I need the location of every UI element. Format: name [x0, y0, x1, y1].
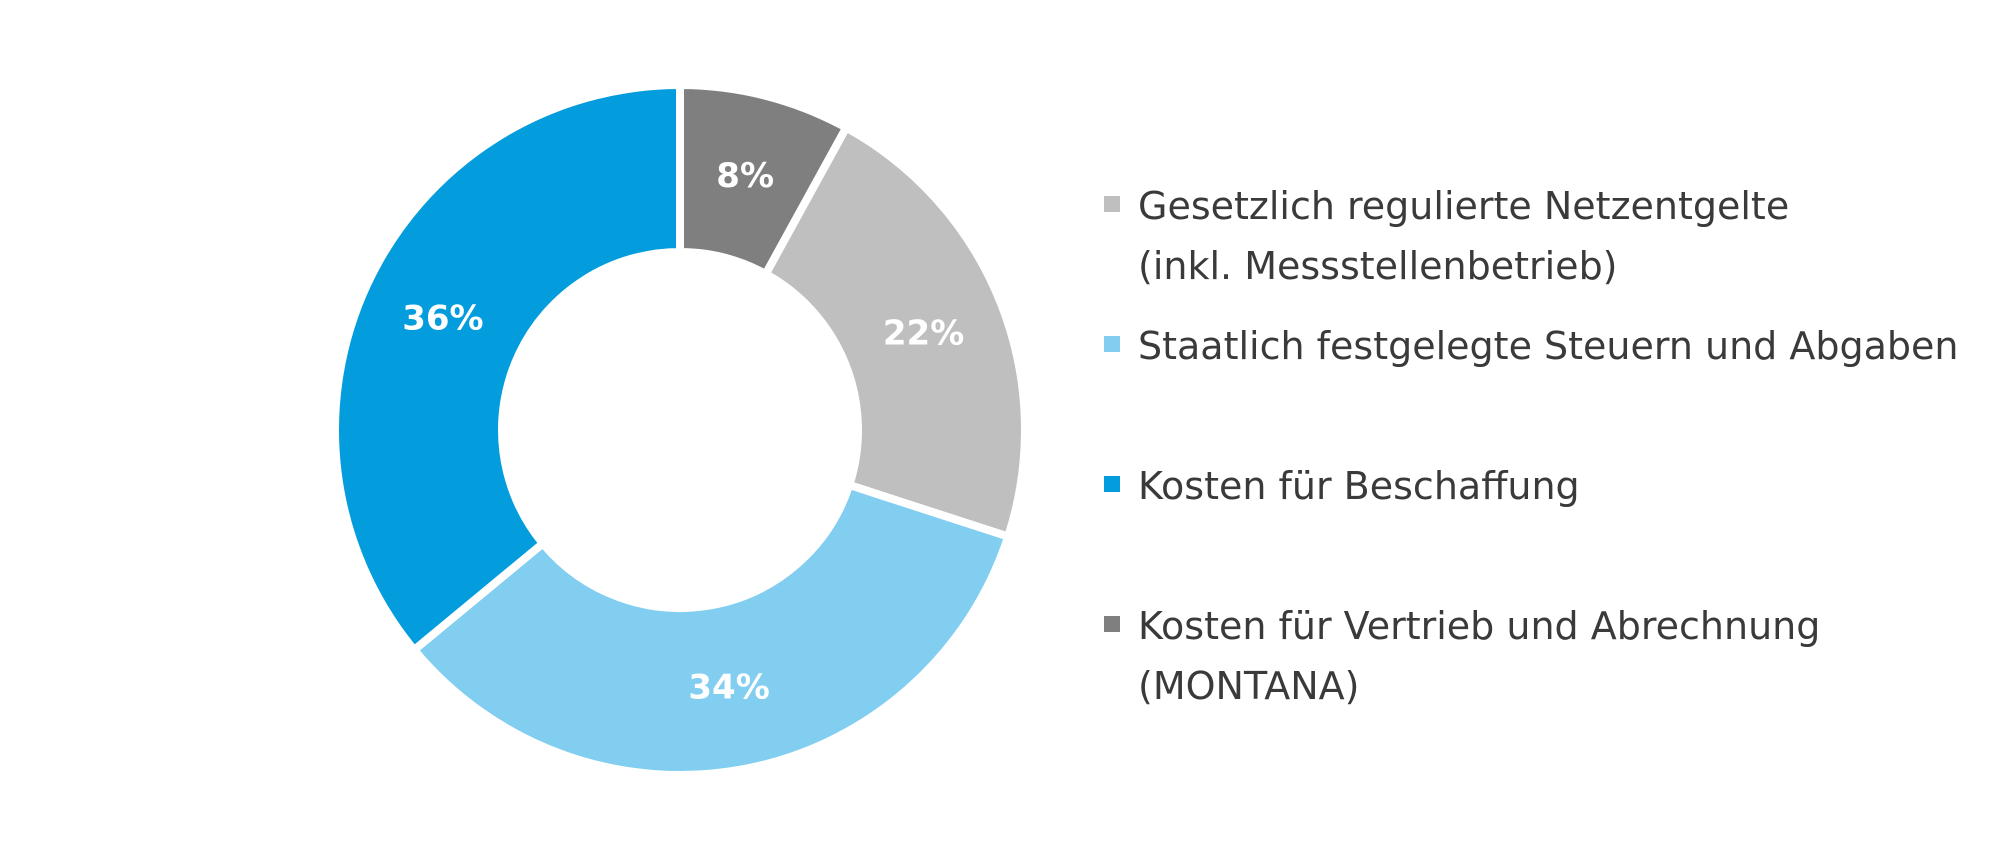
legend-label-line: Gesetzlich regulierte Netzentgelte — [1138, 184, 1790, 228]
legend-label-line: Staatlich festgelegte Steuern und Abgabe… — [1138, 324, 1959, 368]
legend-label: Kosten für Beschaffung — [1138, 456, 1580, 516]
donut-svg: 8% 22% 34% 36% — [331, 80, 1029, 779]
legend-swatch — [1104, 336, 1120, 352]
legend-item: Kosten für Vertrieb und Abrechnung (MONTA… — [1104, 596, 1820, 716]
legend-swatch — [1104, 616, 1120, 632]
legend-label-line: Kosten für Beschaffung — [1138, 464, 1580, 508]
donut-slice-2 — [760, 122, 1029, 542]
legend-label: Kosten für Vertrieb und Abrechnung (MONTA… — [1138, 596, 1820, 716]
donut-slice-3 — [408, 479, 1014, 779]
legend-label: Staatlich festgelegte Steuern und Abgabe… — [1138, 316, 1959, 376]
donut-slice-labels: 8% 22% 34% 36% — [402, 156, 964, 707]
legend-label-line: (MONTANA) — [1138, 664, 1360, 708]
slice-percent-label-3: 34% — [688, 667, 769, 707]
donut-slice-4 — [331, 80, 684, 656]
legend-swatch — [1104, 476, 1120, 492]
legend-item: Staatlich festgelegte Steuern und Abgabe… — [1104, 316, 1959, 376]
legend-label-line: (inkl. Messstellenbetrieb) — [1138, 244, 1618, 288]
legend-label-line: Kosten für Vertrieb und Abrechnung — [1138, 604, 1821, 648]
slice-percent-label-4: 36% — [402, 298, 483, 338]
slice-percent-label-2: 22% — [883, 314, 964, 354]
legend-item: Kosten für Beschaffung — [1104, 456, 1580, 516]
slice-percent-label-1: 8% — [716, 156, 774, 196]
legend-item: Gesetzlich regulierte Netzentgelte (inkl.… — [1104, 176, 1789, 296]
legend-swatch — [1104, 196, 1120, 212]
legend-label: Gesetzlich regulierte Netzentgelte (inkl.… — [1138, 176, 1789, 296]
donut-slices — [331, 80, 1029, 779]
